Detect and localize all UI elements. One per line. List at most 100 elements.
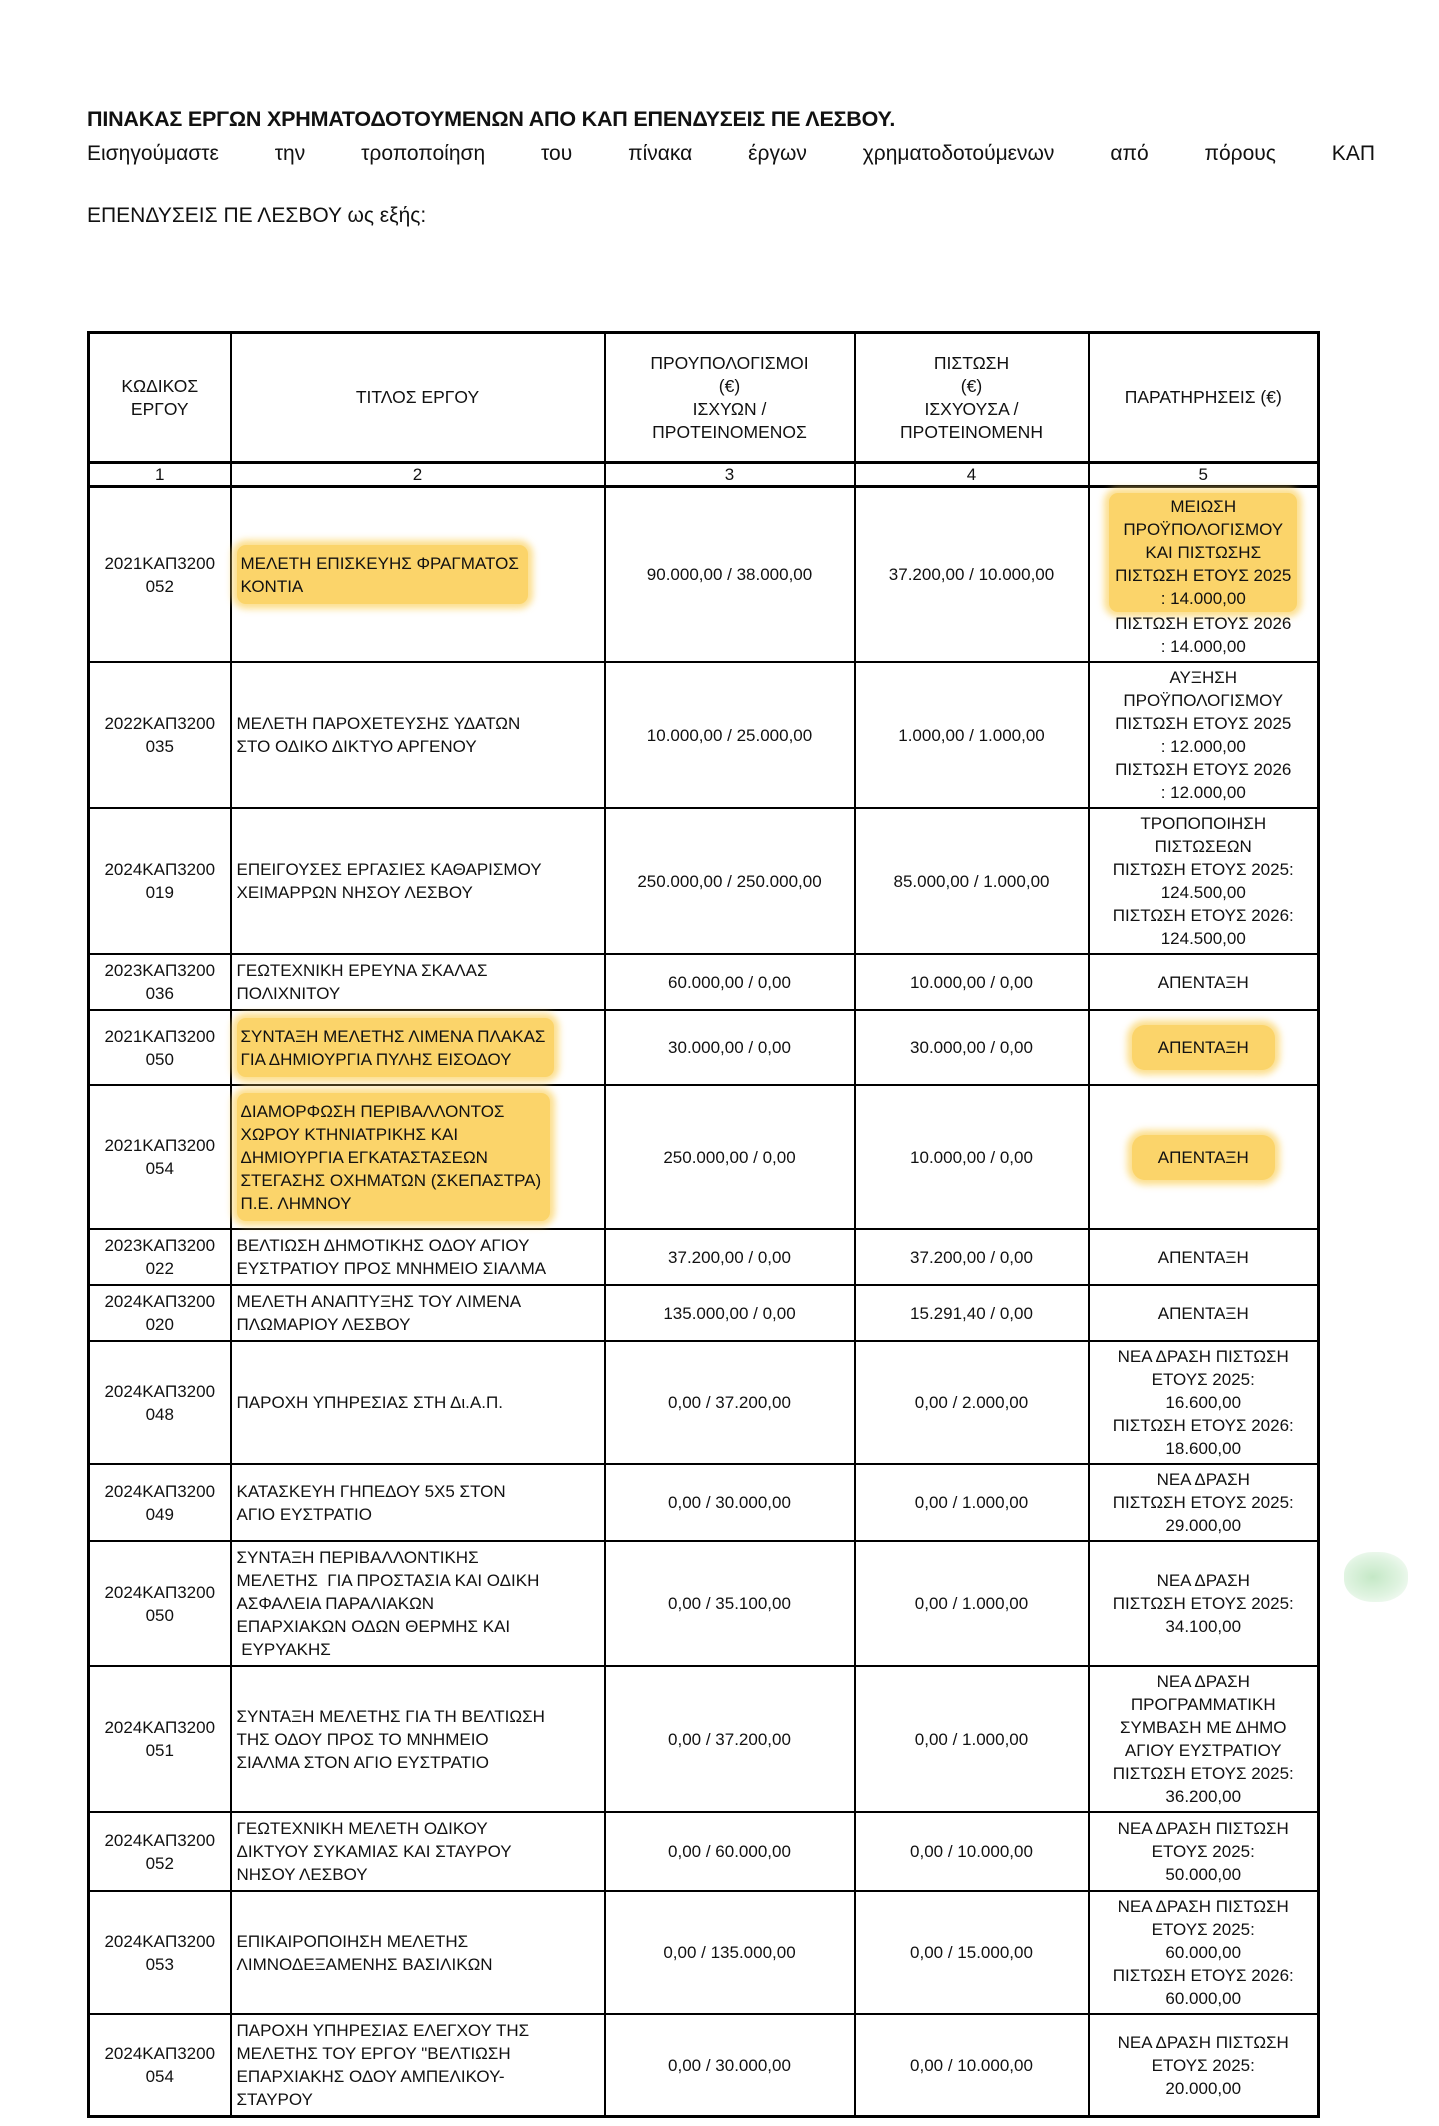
- credit-value: 30.000,00 / 0,00: [910, 1038, 1033, 1057]
- project-code: 2022ΚΑΠ3200 035: [104, 714, 216, 756]
- credit-value: 85.000,00 / 1.000,00: [893, 871, 1050, 891]
- intro-line-1: Εισηγούμαστε την τροποποίηση του πίνακα …: [87, 142, 1375, 165]
- remarks-text: ΑΠΕΝΤΑΞΗ: [1157, 1247, 1249, 1267]
- credit-value: 37.200,00 / 10.000,00: [888, 565, 1055, 584]
- header-credit: ΠΙΣΤΩΣΗ (€) ΙΣΧΥΟΥΣΑ / ΠΡΟΤΕΙΝΟΜΕΝΗ: [853, 331, 1090, 464]
- header-remarks: ΠΑΡΑΤΗΡΗΣΕΙΣ (€): [1087, 331, 1320, 464]
- credit-value: 37.200,00 / 0,00: [910, 1247, 1033, 1267]
- project-code: 2023ΚΑΠ3200 022: [104, 1236, 216, 1278]
- project-code: 2024ΚΑΠ3200 051: [104, 1718, 216, 1760]
- remarks-text: ΝΕΑ ΔΡΑΣΗ ΠΙΣΤΩΣΗ ΕΤΟΥΣ 2025: 29.000,00: [1112, 1470, 1294, 1535]
- credit-value: 0,00 / 15.000,00: [910, 1943, 1033, 1962]
- project-row: 2024ΚΑΠ3200 053 ΕΠΙΚΑΙΡΟΠΟΙΗΣΗ ΜΕΛΕΤΗΣ Λ…: [87, 1890, 1320, 2015]
- budget-value: 0,00 / 30.000,00: [668, 1493, 791, 1512]
- project-row: 2021ΚΑΠ3200 050 ΣΥΝΤΑΞΗ ΜΕΛΕΤΗΣ ΛΙΜΕΝΑ Π…: [87, 1009, 1320, 1086]
- project-code: 2021ΚΑΠ3200 054: [104, 1136, 216, 1178]
- project-title-text: ΒΕΛΤΙΩΣΗ ΔΗΜΟΤΙΚΗΣ ΟΔΟΥ ΑΓΙΟΥ ΕΥΣΤΡΑΤΙΟΥ…: [236, 1236, 547, 1278]
- header-project-title: ΤΙΤΛΟΣ ΕΡΓΟΥ: [229, 331, 606, 464]
- budget-value: 0,00 / 135.000,00: [663, 1943, 796, 1962]
- page-title: ΠΙΝΑΚΑΣ ΕΡΓΩΝ ΧΡΗΜΑΤΟΔΟΤΟΥΜΕΝΩΝ ΑΠΟ ΚΑΠ …: [87, 107, 896, 131]
- credit-value: 0,00 / 10.000,00: [910, 2055, 1033, 2075]
- project-title-text: ΜΕΛΕΤΗ ΠΑΡΟΧΕΤΕΥΣΗΣ ΥΔΑΤΩΝ ΣΤΟ ΟΔΙΚΟ ΔΙΚ…: [236, 714, 521, 756]
- project-row: 2024ΚΑΠ3200 019 ΕΠΕΙΓΟΥΣΕΣ ΕΡΓΑΣΙΕΣ ΚΑΘΑ…: [87, 807, 1320, 955]
- credit-value: 0,00 / 2.000,00: [914, 1393, 1029, 1412]
- project-code: 2024ΚΑΠ3200 049: [104, 1481, 216, 1524]
- project-code: 2024ΚΑΠ3200 053: [104, 1931, 216, 1974]
- remarks-text: ΝΕΑ ΔΡΑΣΗ ΠΙΣΤΩΣΗ ΕΤΟΥΣ 2025: 20.000,00: [1117, 2032, 1289, 2098]
- budget-value: 10.000,00 / 25.000,00: [646, 725, 813, 745]
- project-title-text: ΚΑΤΑΣΚΕΥΗ ΓΗΠΕΔΟΥ 5Χ5 ΣΤΟΝ ΑΓΙΟ ΕΥΣΤΡΑΤΙ…: [236, 1481, 506, 1524]
- project-row: 2021ΚΑΠ3200 054 ΔΙΑΜΟΡΦΩΣΗ ΠΕΡΙΒΑΛΛΟΝΤΟΣ…: [87, 1084, 1320, 1230]
- remarks-text: ΤΡΟΠΟΠΟΙΗΣΗ ΠΙΣΤΩΣΕΩΝ ΠΙΣΤΩΣΗ ΕΤΟΥΣ 2025…: [1112, 814, 1294, 948]
- project-row: 2024ΚΑΠ3200 051 ΣΥΝΤΑΞΗ ΜΕΛΕΤΗΣ ΓΙΑ ΤΗ Β…: [87, 1665, 1320, 1813]
- column-number-5: 5: [1087, 461, 1320, 488]
- credit-value: 10.000,00 / 0,00: [910, 972, 1033, 992]
- project-title-text: ΓΕΩΤΕΧΝΙΚΗ ΕΡΕΥΝΑ ΣΚΑΛΑΣ ΠΟΛΙΧΝΙΤΟΥ: [236, 961, 488, 1003]
- intro-line-2: ΕΠΕΝΔΥΣΕΙΣ ΠΕ ΛΕΣΒΟΥ ως εξής:: [87, 204, 427, 227]
- budget-value: 0,00 / 35.100,00: [668, 1594, 791, 1613]
- project-code: 2021ΚΑΠ3200 050: [104, 1026, 216, 1069]
- project-code: 2024ΚΑΠ3200 050: [104, 1582, 216, 1625]
- remarks-text: ΝΕΑ ΔΡΑΣΗ ΠΙΣΤΩΣΗ ΕΤΟΥΣ 2025: 50.000,00: [1117, 1819, 1289, 1884]
- project-title-text: ΓΕΩΤΕΧΝΙΚΗ ΜΕΛΕΤΗ ΟΔΙΚΟΥ ΔΙΚΤΥΟΥ ΣΥΚΑΜΙΑ…: [236, 1819, 512, 1884]
- remarks-text: ΝΕΑ ΔΡΑΣΗ ΠΙΣΤΩΣΗ ΕΤΟΥΣ 2025: 16.600,00 …: [1112, 1347, 1294, 1458]
- remarks-highlighted: ΑΠΕΝΤΑΞΗ: [1131, 1025, 1275, 1070]
- projects-table: ΚΩΔΙΚΟΣ ΕΡΓΟΥ ΤΙΤΛΟΣ ΕΡΓΟΥ ΠΡΟΥΠΟΛΟΓΙΣΜΟ…: [87, 331, 1320, 2118]
- credit-value: 0,00 / 10.000,00: [910, 1842, 1033, 1861]
- project-row: 2024ΚΑΠ3200 054 ΠΑΡΟΧΗ ΥΠΗΡΕΣΙΑΣ ΕΛΕΓΧΟΥ…: [87, 2013, 1320, 2118]
- project-row: 2023ΚΑΠ3200 036 ΓΕΩΤΕΧΝΙΚΗ ΕΡΕΥΝΑ ΣΚΑΛΑΣ…: [87, 953, 1320, 1011]
- budget-value: 0,00 / 37.200,00: [668, 1393, 791, 1412]
- budget-value: 250.000,00 / 0,00: [663, 1147, 796, 1167]
- remarks-text: ΑΠΕΝΤΑΞΗ: [1157, 1303, 1249, 1323]
- project-row: 2024ΚΑΠ3200 020 ΜΕΛΕΤΗ ΑΝΑΠΤΥΞΗΣ ΤΟΥ ΛΙΜ…: [87, 1284, 1320, 1342]
- column-number-1: 1: [87, 461, 232, 488]
- remarks-text: ΑΥΞΗΣΗ ΠΡΟΫΠΟΛΟΓΙΣΜΟΥ ΠΙΣΤΩΣΗ ΕΤΟΥΣ 2025…: [1115, 668, 1292, 802]
- project-title-text: ΜΕΛΕΤΗ ΕΠΙΣΚΕΥΗΣ ΦΡΑΓΜΑΤΟΣ ΚΟΝΤΙΑ: [236, 545, 528, 604]
- budget-value: 135.000,00 / 0,00: [663, 1303, 796, 1323]
- column-number-3: 3: [603, 461, 856, 488]
- credit-value: 0,00 / 1.000,00: [914, 1493, 1029, 1512]
- table-header-row: ΚΩΔΙΚΟΣ ΕΡΓΟΥ ΤΙΤΛΟΣ ΕΡΓΟΥ ΠΡΟΥΠΟΛΟΓΙΣΜΟ…: [87, 331, 1320, 464]
- remarks-highlighted: ΜΕΙΩΣΗ ΠΡΟΫΠΟΛΟΓΙΣΜΟΥ ΚΑΙ ΠΙΣΤΩΣΗΣ ΠΙΣΤΩ…: [1109, 493, 1298, 612]
- project-row: 2024ΚΑΠ3200 052 ΓΕΩΤΕΧΝΙΚΗ ΜΕΛΕΤΗ ΟΔΙΚΟΥ…: [87, 1811, 1320, 1892]
- project-title-text: ΕΠΙΚΑΙΡΟΠΟΙΗΣΗ ΜΕΛΕΤΗΣ ΛΙΜΝΟΔΕΞΑΜΕΝΗΣ ΒΑ…: [236, 1931, 493, 1974]
- project-row: 2024ΚΑΠ3200 048 ΠΑΡΟΧΗ ΥΠΗΡΕΣΙΑΣ ΣΤΗ Δι.…: [87, 1340, 1320, 1465]
- project-row: 2021ΚΑΠ3200 052 ΜΕΛΕΤΗ ΕΠΙΣΚΕΥΗΣ ΦΡΑΓΜΑΤ…: [87, 485, 1320, 663]
- remarks-text: ΝΕΑ ΔΡΑΣΗ ΠΙΣΤΩΣΗ ΕΤΟΥΣ 2025: 34.100,00: [1112, 1571, 1294, 1636]
- budget-value: 37.200,00 / 0,00: [668, 1247, 791, 1267]
- budget-value: 0,00 / 60.000,00: [668, 1842, 791, 1861]
- project-code: 2024ΚΑΠ3200 054: [104, 2044, 216, 2086]
- project-row: 2024ΚΑΠ3200 050 ΣΥΝΤΑΞΗ ΠΕΡΙΒΑΛΛΟΝΤΙΚΗΣ …: [87, 1540, 1320, 1667]
- project-title-text: ΔΙΑΜΟΡΦΩΣΗ ΠΕΡΙΒΑΛΛΟΝΤΟΣ ΧΩΡΟΥ ΚΤΗΝΙΑΤΡΙ…: [236, 1093, 551, 1221]
- project-code: 2024ΚΑΠ3200 019: [104, 860, 216, 902]
- project-title-text: ΣΥΝΤΑΞΗ ΜΕΛΕΤΗΣ ΛΙΜΕΝΑ ΠΛΑΚΑΣ ΓΙΑ ΔΗΜΙΟΥ…: [236, 1018, 555, 1077]
- budget-value: 60.000,00 / 0,00: [668, 972, 791, 992]
- budget-value: 250.000,00 / 250.000,00: [637, 871, 822, 891]
- remarks-text: ΑΠΕΝΤΑΞΗ: [1157, 972, 1249, 992]
- project-title-text: ΠΑΡΟΧΗ ΥΠΗΡΕΣΙΑΣ ΕΛΕΓΧΟΥ ΤΗΣ ΜΕΛΕΤΗΣ ΤΟΥ…: [236, 2021, 530, 2109]
- project-code: 2024ΚΑΠ3200 052: [104, 1830, 216, 1873]
- column-number-2: 2: [229, 461, 606, 488]
- credit-value: 10.000,00 / 0,00: [910, 1147, 1033, 1167]
- project-row: 2023ΚΑΠ3200 022 ΒΕΛΤΙΩΣΗ ΔΗΜΟΤΙΚΗΣ ΟΔΟΥ …: [87, 1228, 1320, 1286]
- project-code: 2024ΚΑΠ3200 048: [104, 1381, 216, 1424]
- column-numbers-row: 1 2 3 4 5: [87, 461, 1320, 488]
- budget-value: 90.000,00 / 38.000,00: [646, 565, 813, 584]
- remarks-text: ΝΕΑ ΔΡΑΣΗ ΠΡΟΓΡΑΜΜΑΤΙΚΗ ΣΥΜΒΑΣΗ ΜΕ ΔΗΜΟ …: [1112, 1672, 1294, 1806]
- budget-value: 30.000,00 / 0,00: [668, 1038, 791, 1057]
- project-title-text: ΣΥΝΤΑΞΗ ΠΕΡΙΒΑΛΛΟΝΤΙΚΗΣ ΜΕΛΕΤΗΣ ΓΙΑ ΠΡΟΣ…: [236, 1548, 540, 1659]
- remarks-text: ΝΕΑ ΔΡΑΣΗ ΠΙΣΤΩΣΗ ΕΤΟΥΣ 2025: 60.000,00 …: [1112, 1897, 1294, 2008]
- project-title-text: ΣΥΝΤΑΞΗ ΜΕΛΕΤΗΣ ΓΙΑ ΤΗ ΒΕΛΤΙΩΣΗ ΤΗΣ ΟΔΟΥ…: [236, 1706, 545, 1772]
- project-title-text: ΠΑΡΟΧΗ ΥΠΗΡΕΣΙΑΣ ΣΤΗ Δι.Α.Π.: [236, 1393, 503, 1412]
- green-highlighter-smudge: [1344, 1552, 1408, 1602]
- header-project-code: ΚΩΔΙΚΟΣ ΕΡΓΟΥ: [87, 331, 232, 464]
- credit-value: 0,00 / 1.000,00: [914, 1729, 1029, 1749]
- project-code: 2023ΚΑΠ3200 036: [104, 961, 216, 1003]
- credit-value: 15.291,40 / 0,00: [910, 1303, 1033, 1323]
- project-row: 2024ΚΑΠ3200 049 ΚΑΤΑΣΚΕΥΗ ΓΗΠΕΔΟΥ 5Χ5 ΣΤ…: [87, 1463, 1320, 1542]
- remarks-text: ΠΙΣΤΩΣΗ ΕΤΟΥΣ 2026 : 14.000,00: [1115, 614, 1292, 656]
- project-code: 2024ΚΑΠ3200 020: [104, 1292, 216, 1334]
- budget-value: 0,00 / 37.200,00: [668, 1729, 791, 1749]
- project-row: 2022ΚΑΠ3200 035 ΜΕΛΕΤΗ ΠΑΡΟΧΕΤΕΥΣΗΣ ΥΔΑΤ…: [87, 661, 1320, 809]
